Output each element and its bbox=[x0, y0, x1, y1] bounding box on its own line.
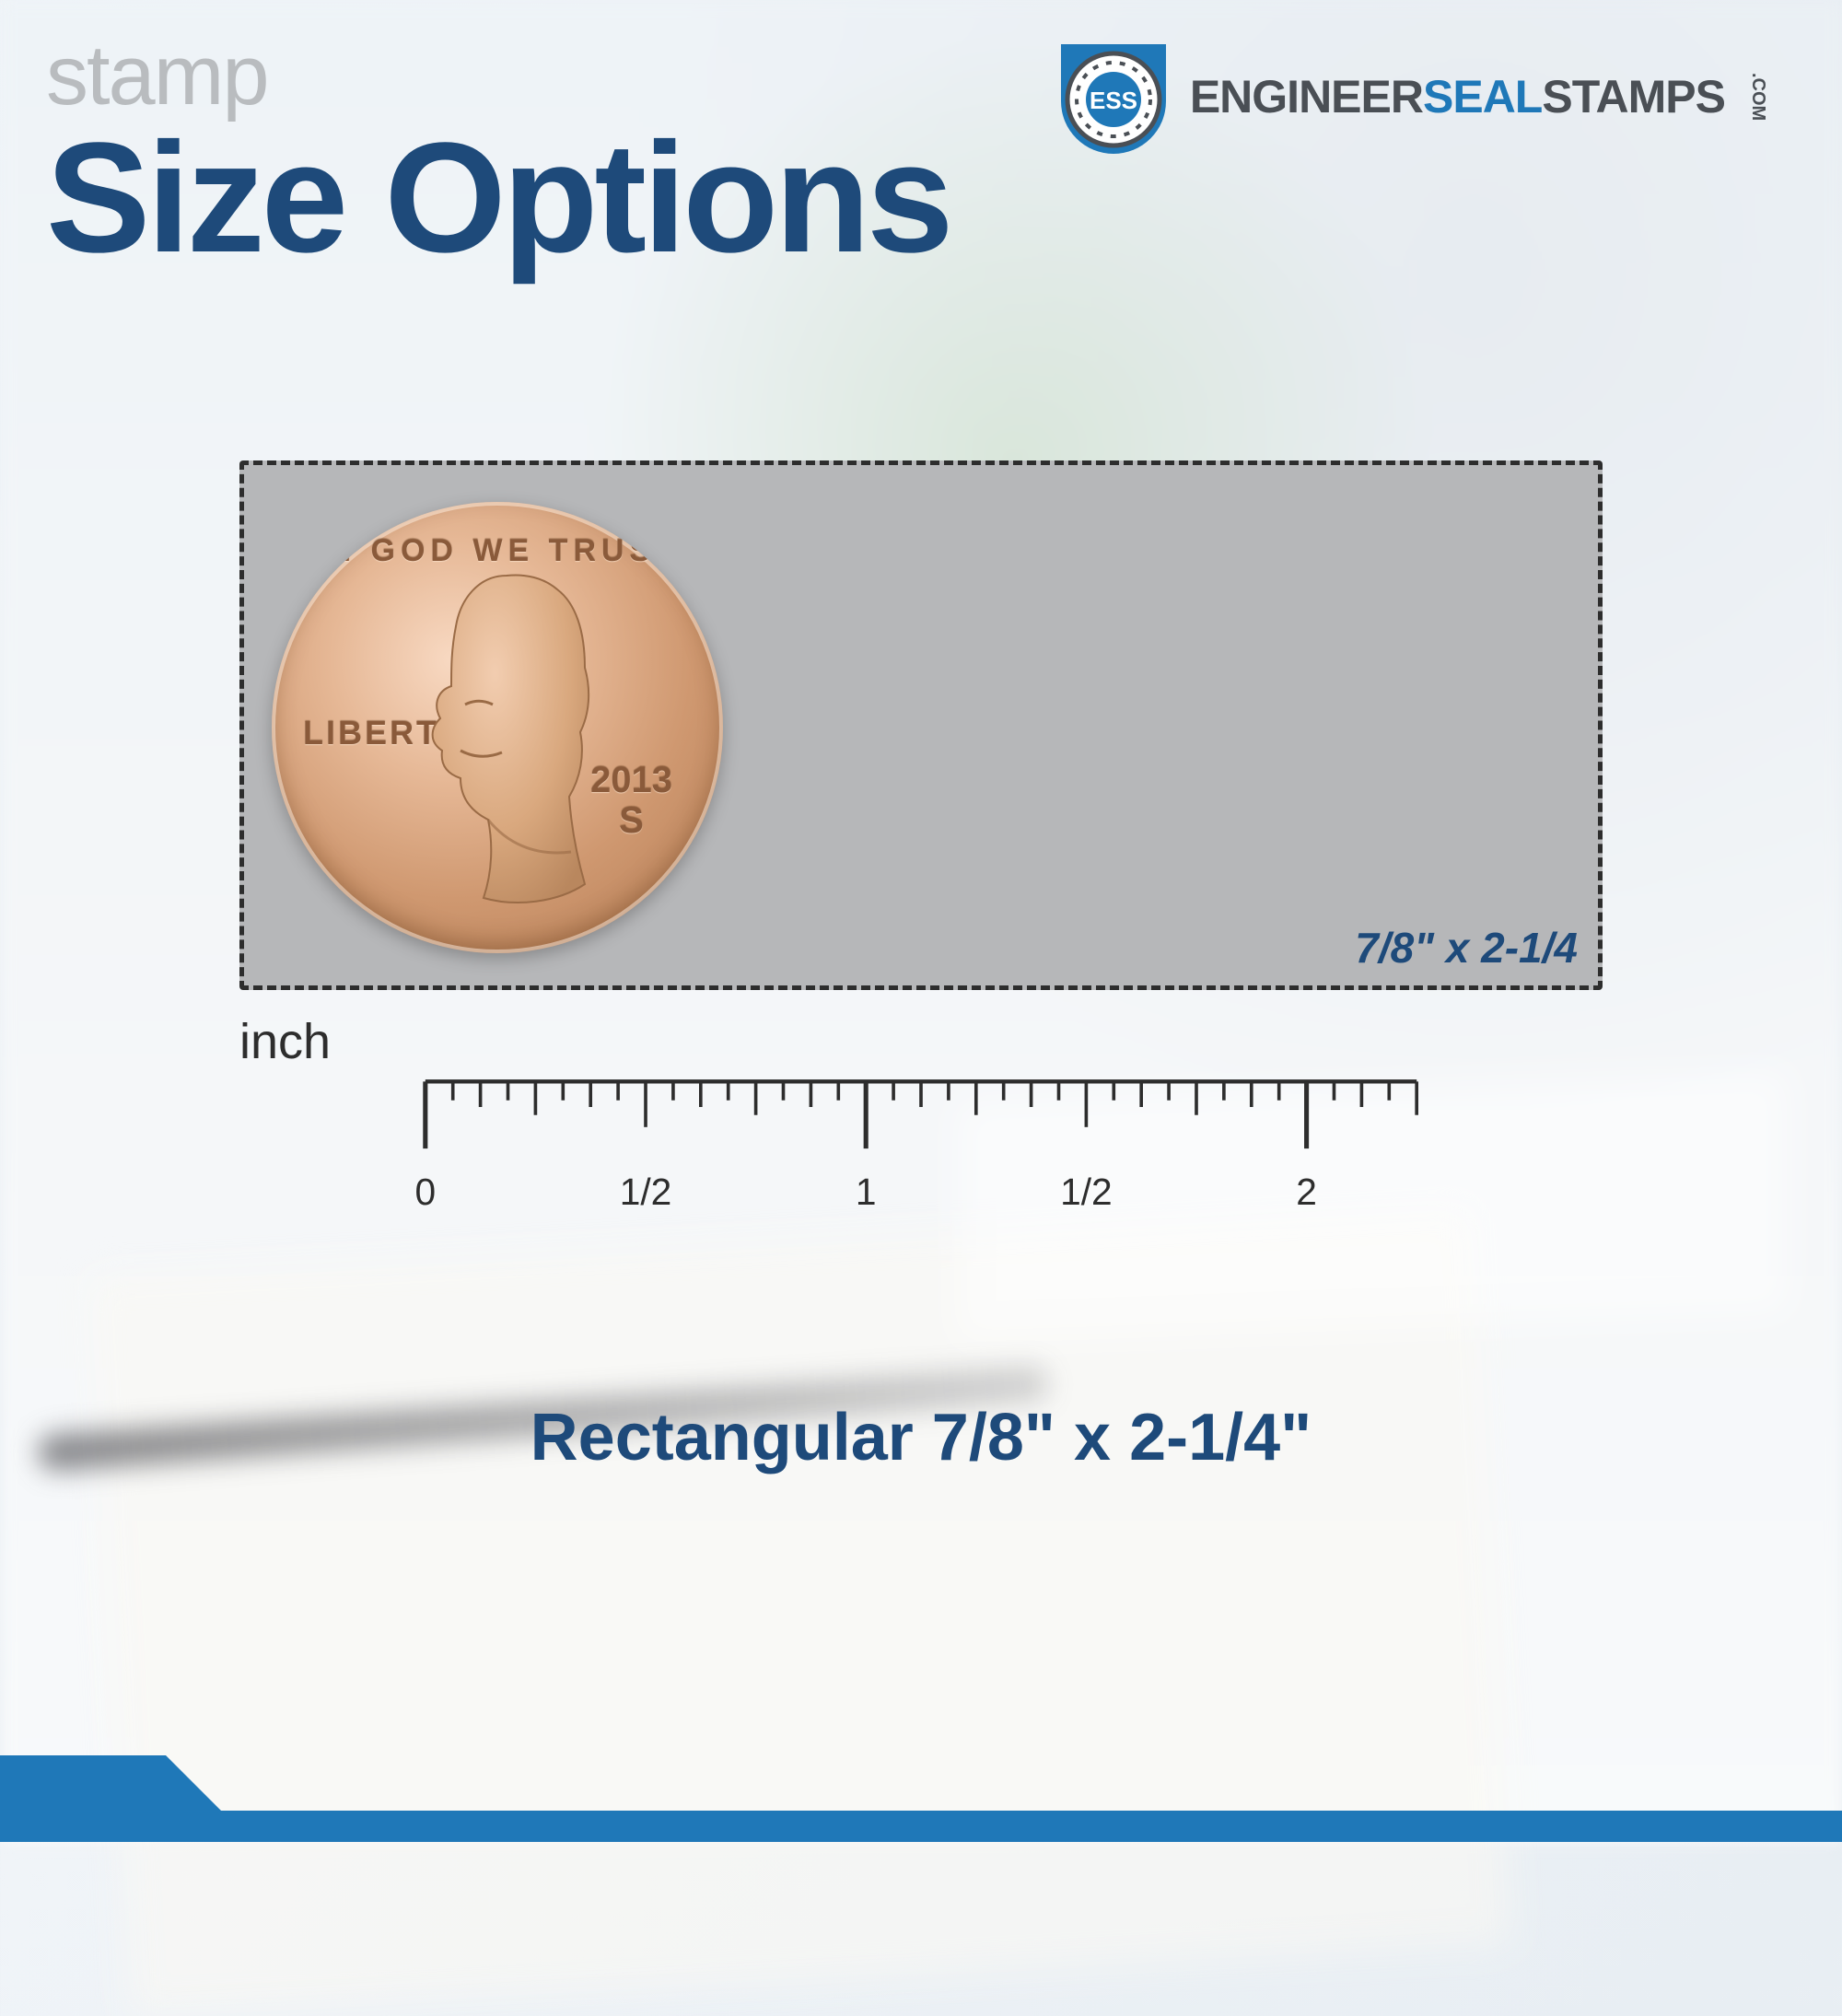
logo-suffix: .COM bbox=[1747, 73, 1768, 121]
logo-badge-icon: ESS bbox=[1054, 37, 1173, 157]
penny-motto: IN GOD WE TRUST bbox=[272, 533, 723, 569]
ruler-scale: 0 1/2 1 1/2 2 bbox=[239, 1078, 1603, 1225]
svg-text:0: 0 bbox=[414, 1171, 436, 1213]
logo-word-2: SEAL bbox=[1423, 70, 1542, 123]
svg-text:2: 2 bbox=[1296, 1171, 1317, 1213]
bottom-accent-bar bbox=[0, 1811, 1842, 1842]
stamp-size-box: IN GOD WE TRUST LIBERTY 2013 S bbox=[239, 460, 1603, 990]
logo-word-1: ENGINEER bbox=[1190, 70, 1423, 123]
logo-badge-text: ESS bbox=[1090, 87, 1137, 114]
logo-word-3: STAMPS bbox=[1542, 70, 1725, 123]
stamp-dimension-label: 7/8" x 2-1/4 bbox=[1355, 923, 1578, 973]
logo-wordmark: ENGINEER SEAL STAMPS bbox=[1190, 70, 1725, 123]
brand-logo: ESS ENGINEER SEAL STAMPS .COM bbox=[1054, 37, 1768, 157]
infographic-container: stamp Size Options ESS ENGINEER SEAL STA… bbox=[0, 0, 1842, 1842]
svg-text:1/2: 1/2 bbox=[620, 1171, 672, 1213]
penny-reference-icon: IN GOD WE TRUST LIBERTY 2013 S bbox=[272, 502, 723, 953]
svg-text:1/2: 1/2 bbox=[1060, 1171, 1113, 1213]
svg-text:1: 1 bbox=[856, 1171, 877, 1213]
size-caption: Rectangular 7/8" x 2-1/4" bbox=[0, 1400, 1842, 1475]
ruler-unit-label: inch bbox=[239, 1013, 1603, 1070]
penny-mint-mark: S bbox=[619, 800, 644, 841]
header-title: Size Options bbox=[46, 120, 950, 276]
ruler: inch 0 1/2 1 1/2 2 bbox=[239, 1013, 1603, 1229]
lincoln-profile-icon bbox=[396, 566, 608, 916]
